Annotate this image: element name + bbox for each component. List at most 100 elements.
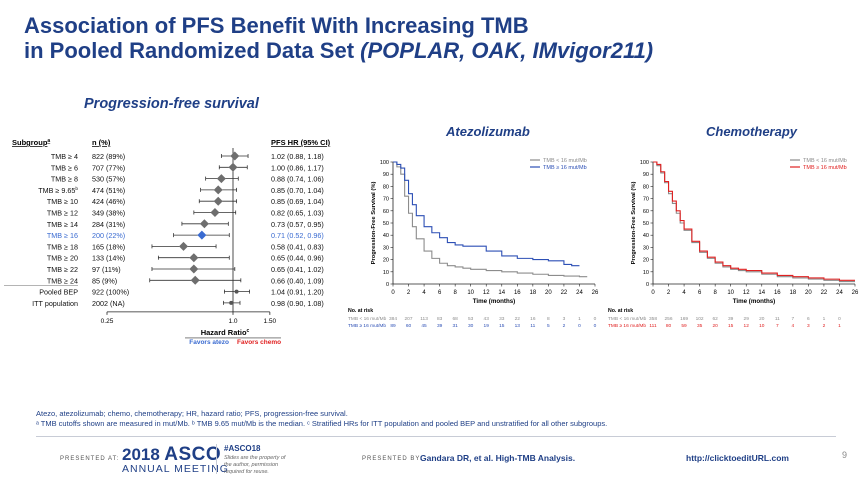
- atezo-at-risk-value: 207: [405, 316, 413, 322]
- chemo-at-risk-label-0: TMB < 16 mut/Mb: [608, 316, 647, 322]
- atezo-at-risk-title: No. at risk: [348, 308, 373, 314]
- forest-row-label-sup: b: [75, 186, 78, 192]
- forest-point-estimate: [213, 196, 223, 206]
- chemo-y-tick-label: 70: [643, 197, 649, 203]
- forest-point-estimate: [197, 230, 207, 240]
- forest-row-label: TMB ≥ 22: [47, 265, 78, 274]
- atezo-at-risk-value: 13: [515, 323, 521, 329]
- forest-point-estimate: [189, 253, 199, 263]
- atezo-at-risk-value: 5: [547, 323, 550, 329]
- chemo-y-tick-label: 50: [643, 221, 649, 227]
- forest-row-label-text: TMB ≥ 22: [47, 265, 78, 274]
- forest-header-hr: PFS HR (95% CI): [271, 138, 331, 147]
- forest-row-label: TMB ≥ 6: [51, 163, 78, 172]
- chemo-x-tick-label: 4: [682, 290, 686, 296]
- footer-bar: PRESENTED AT: 2018 ASCO ANNUAL MEETING #…: [0, 436, 865, 485]
- forest-header-n: n (%): [92, 138, 111, 147]
- chemo-at-risk-value: 102: [696, 316, 704, 322]
- chemo-curve-1: [653, 161, 855, 281]
- forest-row-label: TMB ≥ 16: [47, 231, 78, 240]
- atezo-y-tick-label: 20: [383, 258, 389, 264]
- forest-point-estimate: [234, 289, 239, 294]
- chemo-at-risk-value: 256: [665, 316, 673, 322]
- forest-row-label: TMB ≥ 14: [47, 220, 78, 229]
- forest-x-tick-label: 1.0: [228, 318, 237, 325]
- chemo-x-tick-label: 18: [790, 290, 797, 296]
- forest-axis-title-text: Hazard Ratio: [201, 328, 247, 337]
- chemo-at-risk-value: 4: [792, 323, 795, 329]
- asco-wordmark: ASCO: [164, 444, 222, 465]
- atezo-x-label: Time (months): [473, 298, 516, 305]
- forest-row-label-text: TMB ≥ 6: [51, 163, 78, 172]
- chemo-at-risk-value: 169: [680, 316, 688, 322]
- chemo-legend-label-0: TMB < 16 mut/Mb: [803, 158, 847, 164]
- forest-row-label-text: TMB ≥ 14: [47, 220, 78, 229]
- forest-row-n: 97 (11%): [92, 265, 121, 274]
- atezo-x-tick-label: 18: [530, 290, 537, 296]
- atezo-at-risk-value: 16: [530, 316, 536, 322]
- atezo-at-risk-value: 15: [499, 323, 505, 329]
- asco-annual-meeting: ANNUAL MEETING: [122, 463, 229, 475]
- atezo-x-tick-label: 8: [453, 290, 457, 296]
- forest-row-label: TMB ≥ 8: [51, 175, 78, 184]
- atezo-at-risk-value: 89: [390, 323, 396, 329]
- forest-row-label: Pooled BEP: [39, 288, 78, 297]
- slides-property-note: Slides are the property of the author, p…: [224, 455, 286, 475]
- chemo-y-label: Progression-Free Survival (%): [631, 182, 637, 265]
- forest-point-estimate: [230, 151, 240, 161]
- chemo-x-tick-label: 12: [743, 290, 750, 296]
- atezo-at-risk-value: 3: [563, 316, 566, 322]
- forest-row-n: 922 (100%): [92, 288, 129, 297]
- atezolizumab-panel-title: Atezolizumab: [446, 124, 530, 139]
- hashtag: #ASCO18: [224, 444, 261, 453]
- chemo-at-risk-value: 111: [649, 323, 657, 329]
- chemo-at-risk-title: No. at risk: [608, 308, 633, 314]
- page-number: 9: [842, 450, 848, 460]
- forest-row-hr: 0.66 (0.40, 1.09): [271, 276, 324, 285]
- atezo-at-risk-value: 83: [437, 316, 443, 322]
- atezo-x-tick-label: 2: [407, 290, 411, 296]
- atezo-y-tick-label: 50: [383, 221, 389, 227]
- chemo-at-risk-value: 80: [666, 323, 672, 329]
- forest-row-n: 133 (14%): [92, 254, 125, 263]
- footnotes: Atezo, atezolizumab; chemo, chemotherapy…: [36, 409, 607, 429]
- forest-row-label-text: TMB ≥ 10: [47, 197, 78, 206]
- atezo-x-tick-label: 20: [545, 290, 552, 296]
- favors-atezo-label: Favors atezo: [189, 339, 229, 346]
- forest-row-hr: 0.73 (0.57, 0.95): [271, 220, 324, 229]
- atezo-curve-0: [393, 161, 588, 278]
- presenter-citation: Gandara DR, et al. High-TMB Analysis.: [420, 453, 576, 463]
- presentation-url[interactable]: http://clicktoeditURL.com: [686, 453, 789, 463]
- atezo-x-tick-label: 12: [483, 290, 490, 296]
- atezo-curve-1: [393, 161, 580, 267]
- forest-row-n: 284 (31%): [92, 220, 125, 229]
- atezo-at-risk-value: 31: [452, 323, 458, 329]
- atezo-x-tick-label: 14: [498, 290, 505, 296]
- chemo-x-tick-label: 0: [651, 290, 655, 296]
- chemo-x-tick-label: 16: [774, 290, 781, 296]
- atezo-at-risk-value: 0: [578, 323, 581, 329]
- forest-row-n: 474 (51%): [92, 186, 125, 195]
- chemo-x-tick-label: 10: [727, 290, 734, 296]
- asco-logo: 2018 ASCO ANNUAL MEETING: [122, 444, 229, 475]
- footnote-abbreviations: Atezo, atezolizumab; chemo, chemotherapy…: [36, 409, 348, 418]
- slide-title: Association of PFS Benefit With Increasi…: [24, 13, 653, 63]
- forest-row-label-text: TMB ≥ 8: [51, 175, 78, 184]
- atezo-at-risk-value: 68: [452, 316, 458, 322]
- chemotherapy-panel-title: Chemotherapy: [706, 124, 798, 139]
- atezo-y-tick-label: 0: [386, 282, 389, 288]
- chemo-at-risk-value: 15: [728, 323, 734, 329]
- chemo-at-risk-value: 2: [823, 323, 826, 329]
- forest-row-hr: 0.65 (0.41, 1.02): [271, 265, 324, 274]
- presented-by-label: PRESENTED BY:: [362, 456, 423, 462]
- forest-row-label-text: TMB ≥ 4: [51, 152, 78, 161]
- atezo-y-tick-label: 90: [383, 172, 389, 178]
- chemo-y-tick-label: 90: [643, 172, 649, 178]
- atezo-at-risk-value: 39: [437, 323, 443, 329]
- forest-row-hr: 0.71 (0.52, 0.96): [271, 231, 324, 240]
- atezo-x-tick-label: 6: [438, 290, 442, 296]
- forest-row-hr: 0.98 (0.90, 1.08): [271, 299, 324, 308]
- chemo-curve-0: [653, 161, 855, 283]
- section-title: Progression-free survival: [84, 96, 259, 112]
